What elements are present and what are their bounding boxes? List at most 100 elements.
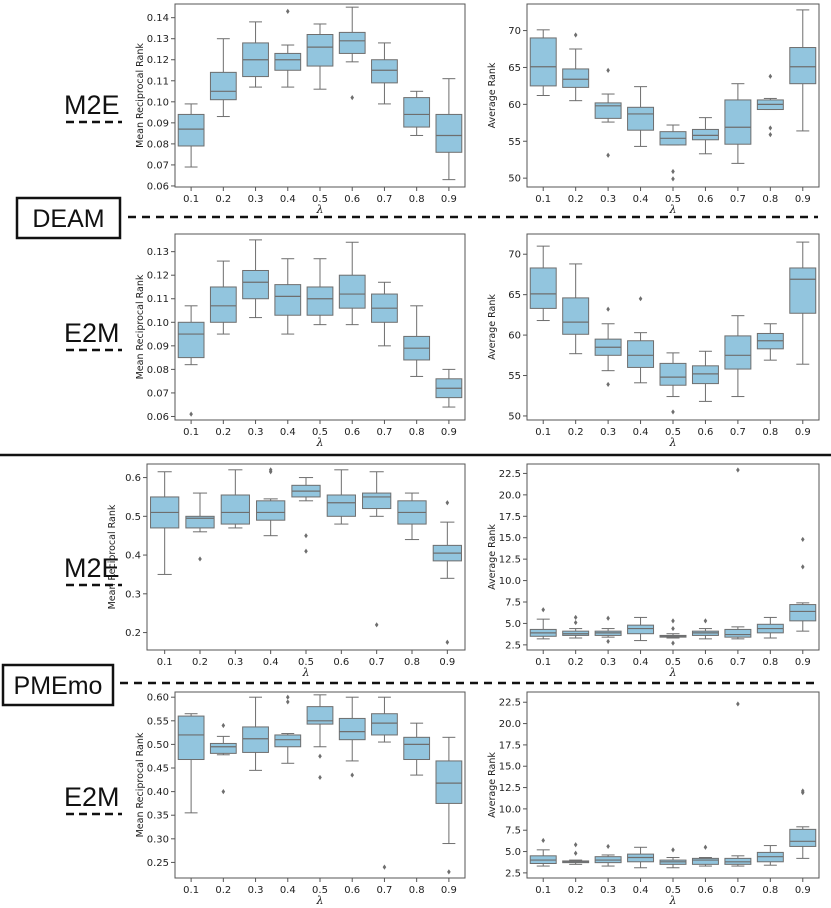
box-iqr: [789, 47, 817, 85]
x-tick-label: 0.3: [600, 657, 616, 668]
chart-pmemo-m2e-mean-reciprocal-rank: 0.2 0.3 0.4 0.5 0.6 0.1 0.2 0.3 0.4 0.5 0.6 0.7 0.8 0…: [107, 463, 466, 679]
x-tick-label: 0.1: [183, 427, 199, 438]
box-0.9: [435, 78, 463, 181]
box-0.9: [789, 788, 817, 859]
x-tick-label: 0.1: [183, 885, 199, 896]
x-tick-label: 0.3: [600, 194, 616, 205]
outlier-point: [606, 615, 610, 621]
outlier-point: [382, 864, 387, 870]
dataset-box-deam: [15, 196, 122, 240]
box-0.6: [338, 696, 366, 778]
y-tick-label: 0.60: [147, 693, 169, 704]
x-tick-label: 0.2: [192, 657, 208, 668]
x-axis-label: λ: [669, 894, 677, 907]
y-axis-label: Mean Reciprocal Rank: [135, 732, 146, 837]
x-axis-label: λ: [669, 203, 677, 216]
x-tick-label: 0.3: [248, 194, 264, 205]
y-tick-label: 0.06: [147, 181, 169, 192]
x-axis-label: λ: [302, 666, 310, 679]
box-iqr: [242, 269, 269, 300]
outlier-point: [541, 837, 546, 844]
outlier-point: [606, 843, 610, 850]
x-tick-label: 0.5: [312, 194, 328, 205]
outlier-point: [800, 564, 805, 570]
box-0.9: [435, 736, 463, 875]
y-tick-label: 0.6: [125, 473, 141, 484]
box-0.7: [371, 696, 398, 870]
box-0.3: [594, 306, 622, 388]
x-axis-label: λ: [316, 894, 324, 907]
box-iqr: [338, 274, 366, 309]
outlier-point: [671, 625, 675, 632]
x-tick-label: 0.9: [441, 194, 457, 205]
box-iqr: [220, 494, 250, 525]
outlier-point: [573, 619, 578, 626]
box-0.7: [724, 701, 752, 867]
chart-deam-e2m-mean-reciprocal-rank: 0.06 0.07 0.08 0.09 0.10 0.11 0.12 0.13 0.1 0.2 0.…: [135, 233, 466, 449]
box-iqr: [627, 106, 655, 131]
y-tick-label: 22.5: [499, 698, 521, 709]
y-tick-label: 0.13: [147, 34, 169, 45]
box-0.1: [529, 607, 557, 640]
y-axis-label: Average Rank: [487, 62, 498, 128]
box-iqr: [306, 706, 334, 725]
chart-pmemo-m2e-average-rank: 2.5 5.0 7.5 10.0 12.5 15.0 17.5 20.0 22.5 0.1 0.2 0…: [487, 463, 820, 679]
dataset-label-deam: DEAM: [32, 205, 104, 233]
x-tick-label: 0.9: [439, 657, 455, 668]
x-tick-label: 0.4: [263, 657, 279, 668]
box-iqr: [306, 286, 334, 316]
box-0.9: [789, 536, 817, 632]
box-iqr: [529, 267, 557, 309]
box-0.3: [242, 239, 269, 319]
box-0.2: [185, 492, 215, 562]
box-iqr: [789, 604, 817, 622]
chart-pmemo-e2m-average-rank: 2.5 5.0 7.5 10.0 12.5 15.0 17.5 20.0 22.5 0.1 0.2 0…: [487, 691, 820, 907]
x-axis-label: λ: [669, 436, 677, 449]
x-tick-label: 0.6: [697, 427, 713, 438]
outlier-point: [606, 381, 610, 388]
outlier-point: [285, 8, 290, 14]
outlier-point: [736, 467, 740, 473]
box-0.8: [403, 305, 431, 377]
x-tick-label: 0.8: [762, 885, 778, 896]
box-iqr: [371, 713, 398, 736]
outlier-point: [189, 411, 193, 417]
y-tick-label: 0.08: [147, 139, 169, 150]
chart-deam-e2m-average-rank: 50 55 60 65 70 0.1 0.2 0.3 0.4 0.5 0.6 0.7 0.8 0.9 λ Av…: [487, 233, 820, 449]
outlier-point: [671, 176, 675, 182]
box-0.4: [274, 8, 302, 88]
outlier-point: [221, 789, 226, 795]
box-iqr: [306, 34, 334, 67]
box-0.7: [371, 281, 398, 347]
x-tick-label: 0.9: [795, 885, 811, 896]
x-tick-label: 0.1: [157, 657, 173, 668]
y-tick-label: 2.5: [505, 868, 521, 879]
x-tick-label: 0.6: [697, 194, 713, 205]
y-tick-label: 20.0: [499, 719, 521, 730]
box-iqr: [562, 297, 590, 335]
box-0.8: [756, 323, 784, 361]
y-tick-label: 0.40: [147, 787, 169, 798]
x-tick-label: 0.6: [344, 427, 360, 438]
box-0.6: [691, 618, 719, 640]
x-tick-label: 0.7: [730, 885, 746, 896]
outlier-point: [221, 722, 226, 729]
x-tick-label: 0.3: [227, 657, 243, 668]
box-0.4: [627, 846, 655, 869]
box-0.6: [326, 469, 356, 525]
y-tick-label: 0.2: [125, 628, 141, 639]
box-iqr: [209, 286, 237, 323]
box-iqr: [691, 857, 719, 865]
box-iqr: [724, 628, 752, 638]
box-0.6: [691, 117, 719, 155]
box-0.7: [724, 467, 752, 640]
box-0.3: [220, 469, 250, 529]
outlier-point: [285, 694, 290, 700]
outlier-point: [350, 95, 355, 101]
x-tick-label: 0.5: [665, 885, 681, 896]
y-tick-label: 0.12: [147, 271, 169, 282]
box-0.3: [242, 696, 269, 771]
x-tick-label: 0.4: [633, 657, 649, 668]
x-tick-label: 0.8: [762, 194, 778, 205]
